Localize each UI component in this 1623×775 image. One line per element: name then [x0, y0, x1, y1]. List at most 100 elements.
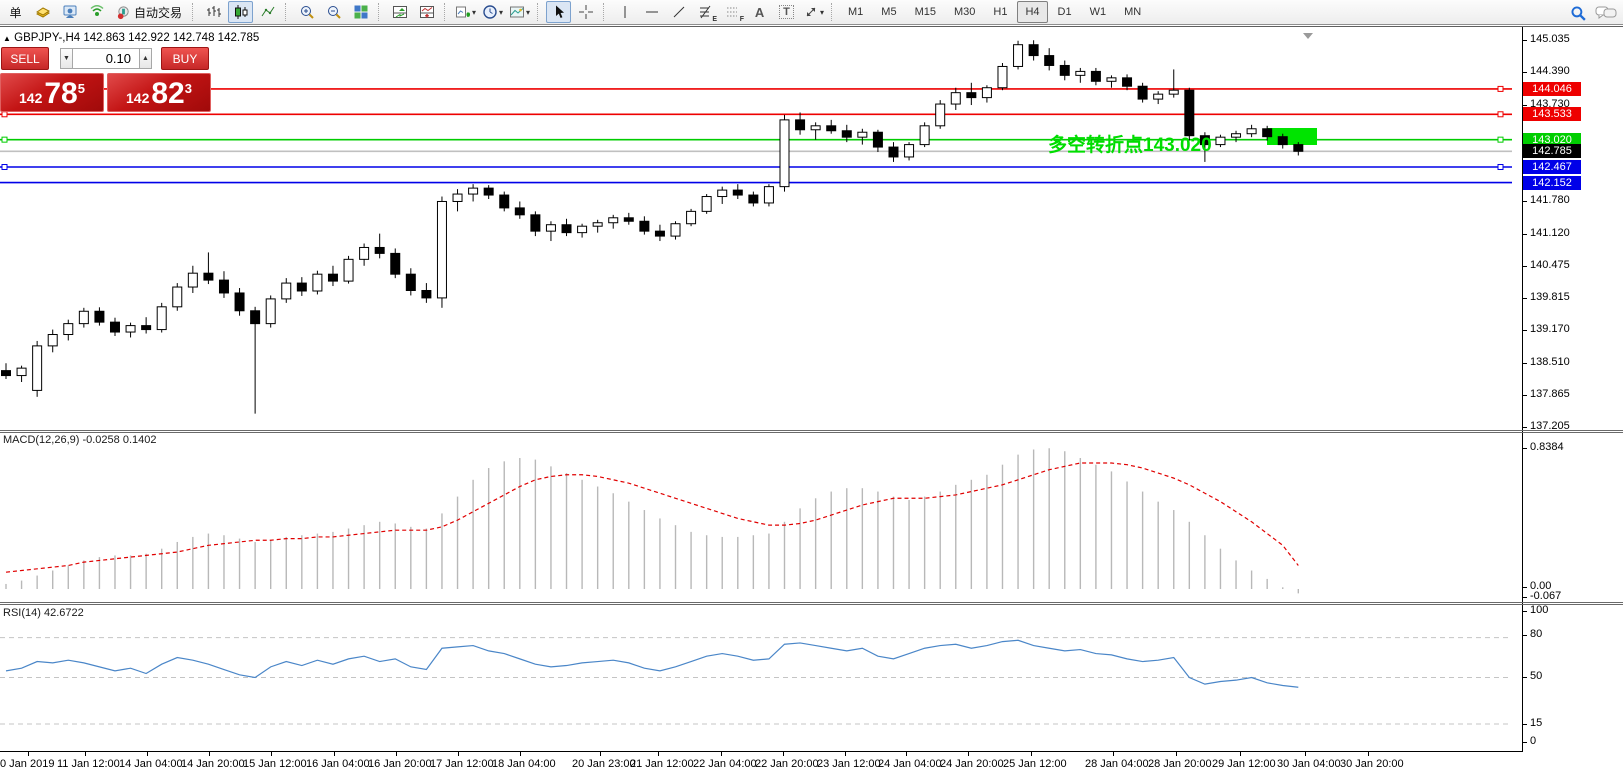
- timeframe-d1[interactable]: D1: [1057, 6, 1072, 18]
- candle-body: [1122, 77, 1133, 87]
- timeframe-h1[interactable]: H1: [993, 6, 1008, 18]
- volume-down-button[interactable]: ▼: [60, 48, 73, 69]
- main-toolbar: 单 自动交易 ▾ ▾: [0, 0, 1623, 25]
- price-tick-137.865: 137.865: [1530, 387, 1570, 400]
- candle-body: [779, 119, 790, 188]
- date-label: 16 Jan 20:00: [368, 758, 432, 770]
- axis-tick: [1522, 200, 1527, 202]
- periods-clock-button[interactable]: ▾: [480, 1, 505, 23]
- orders-icon[interactable]: [30, 1, 55, 23]
- price-tick-141.120: 141.120: [1530, 226, 1570, 239]
- panel-separator[interactable]: [0, 430, 1623, 431]
- candle-body: [218, 279, 229, 294]
- price-tick-143.730: 143.730: [1530, 97, 1570, 110]
- date-tick: [783, 752, 784, 756]
- axis-tick: [1522, 611, 1527, 612]
- one-click-trade-row: SELL ▼ ▲ BUY: [1, 47, 209, 70]
- price-badge-142.152: 142.152: [1523, 175, 1581, 190]
- chat-icon[interactable]: [1593, 2, 1618, 24]
- sell-price-base: 142: [19, 90, 43, 106]
- timeframe-mn[interactable]: MN: [1124, 6, 1142, 18]
- signal-icon[interactable]: [84, 1, 109, 23]
- candle-body: [919, 125, 930, 146]
- panel-separator[interactable]: [0, 602, 1623, 603]
- chevron-down-icon: ▾: [526, 7, 531, 17]
- candle-body: [857, 131, 868, 138]
- candle-body: [265, 298, 276, 325]
- chart-canvas[interactable]: 多空转折点143.020: [0, 27, 1522, 751]
- date-label: 22 Jan 04:00: [693, 758, 757, 770]
- timeframe-m1[interactable]: M1: [848, 6, 864, 18]
- timeframe-m5[interactable]: M5: [881, 6, 897, 18]
- crosshair-tool-icon[interactable]: [573, 1, 598, 23]
- axis-tick: [1522, 233, 1527, 235]
- hline-handle[interactable]: [1497, 111, 1504, 118]
- chart-shift-marker[interactable]: [1303, 33, 1313, 39]
- panel-separator[interactable]: [0, 432, 1623, 433]
- chart-window[interactable]: 多空转折点143.020 ▲ GBPJPY-,H4 142.863 142.92…: [0, 26, 1623, 775]
- price-badge-143.533: 143.533: [1523, 107, 1581, 122]
- vertical-line-tool-icon[interactable]: [612, 1, 637, 23]
- rsi-label: RSI(14) 42.6722: [3, 607, 84, 619]
- trendline-tool-icon[interactable]: [666, 1, 691, 23]
- date-tick: [1113, 752, 1114, 756]
- hline-handle[interactable]: [1497, 85, 1504, 92]
- hline-handle[interactable]: [1497, 164, 1504, 171]
- candle-body: [296, 282, 307, 292]
- collapse-triangle-icon[interactable]: ▲: [3, 34, 11, 43]
- tile-windows-icon[interactable]: [348, 1, 373, 23]
- buy-price-panel[interactable]: 142 82 3: [107, 73, 211, 112]
- buy-button[interactable]: BUY: [161, 47, 209, 70]
- timeframe-m15[interactable]: M15: [914, 6, 936, 18]
- candlestick-chart-icon[interactable]: [228, 1, 254, 23]
- timeframe-m30[interactable]: M30: [953, 6, 976, 18]
- hline-handle[interactable]: [1, 164, 8, 171]
- indicator-window-add-icon[interactable]: [414, 1, 439, 23]
- new-order-button[interactable]: 单: [9, 5, 22, 20]
- candle-body: [1153, 93, 1164, 100]
- annotation-box[interactable]: [1267, 128, 1317, 145]
- toolbar-separator: [444, 3, 448, 21]
- bar-chart-icon[interactable]: [201, 1, 226, 23]
- panel-separator[interactable]: [0, 604, 1623, 605]
- search-icon[interactable]: [1566, 2, 1591, 24]
- quote-header[interactable]: ▲ GBPJPY-,H4 142.863 142.922 142.748 142…: [3, 32, 259, 44]
- add-indicator-button[interactable]: ▾: [453, 1, 478, 23]
- market-watch-icon[interactable]: [57, 1, 82, 23]
- cursor-tool-icon[interactable]: [546, 1, 572, 23]
- hline-handle[interactable]: [1497, 136, 1504, 143]
- indicator-window-up-icon[interactable]: [387, 1, 412, 23]
- candle-body: [1215, 136, 1226, 146]
- annotation-text[interactable]: 多空转折点143.020: [1048, 133, 1212, 156]
- zoom-in-icon[interactable]: [294, 1, 319, 23]
- grid-tool-icon[interactable]: F: [720, 1, 745, 23]
- arrows-tool-button[interactable]: ▾: [801, 1, 826, 23]
- autotrade-label: 自动交易: [134, 5, 183, 20]
- line-chart-icon[interactable]: [255, 1, 280, 23]
- volume-up-button[interactable]: ▲: [139, 48, 152, 69]
- timeframe-h4[interactable]: H4: [1017, 1, 1048, 23]
- axis-tick: [1522, 742, 1527, 743]
- zoom-out-icon[interactable]: [321, 1, 346, 23]
- horizontal-line-tool-icon[interactable]: [639, 1, 664, 23]
- candle-body: [545, 224, 556, 232]
- timeframe-w1[interactable]: W1: [1089, 6, 1107, 18]
- candle-body: [623, 217, 634, 222]
- price-badge-144.046: 144.046: [1523, 81, 1581, 96]
- hline-handle[interactable]: [1, 111, 8, 118]
- candle-body: [359, 246, 370, 260]
- text-tool-icon[interactable]: A: [754, 4, 765, 20]
- hline-handle[interactable]: [1, 136, 8, 143]
- text-label-tool-icon[interactable]: T: [774, 1, 799, 23]
- autotrade-button[interactable]: 自动交易: [111, 1, 187, 23]
- date-label: 24 Jan 04:00: [878, 758, 942, 770]
- candle-body: [826, 125, 837, 132]
- sell-button[interactable]: SELL: [1, 47, 49, 70]
- fibonacci-tool-icon[interactable]: E: [693, 1, 718, 23]
- templates-button[interactable]: ▾: [507, 1, 532, 23]
- date-label: 20 Jan 23:00: [572, 758, 636, 770]
- sell-price-panel[interactable]: 142 78 5: [0, 73, 104, 112]
- volume-input[interactable]: [73, 48, 139, 69]
- axis-tick: [1522, 427, 1527, 429]
- date-tick: [1305, 752, 1306, 756]
